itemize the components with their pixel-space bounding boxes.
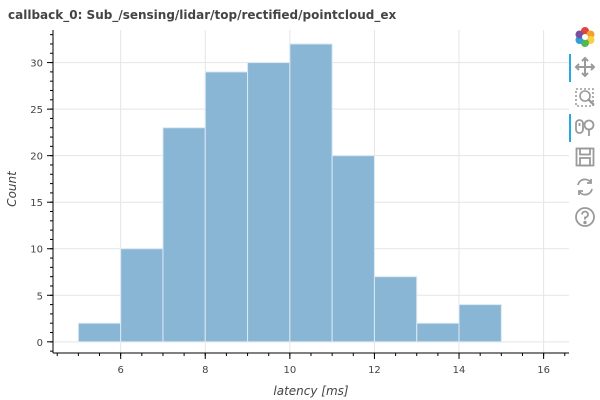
histogram-bar <box>247 62 291 343</box>
histogram-bar <box>77 322 122 343</box>
histogram-bar <box>416 322 460 343</box>
y-tick-label: 20 <box>30 152 43 163</box>
y-tick-label: 0 <box>37 338 43 349</box>
histogram-bar <box>162 127 206 343</box>
chart-title: callback_0: Sub_/sensing/lidar/top/recti… <box>8 8 397 22</box>
y-axis-label: Count <box>5 170 19 207</box>
x-tick-label: 16 <box>537 365 550 376</box>
x-tick-label: 10 <box>283 365 296 376</box>
x-axis-label: latency [ms] <box>273 384 349 398</box>
y-tick-label: 15 <box>30 198 43 209</box>
histogram-bar <box>458 304 502 343</box>
y-tick-label: 10 <box>30 245 43 256</box>
x-tick-label: 14 <box>453 365 466 376</box>
histogram-bar <box>373 276 418 343</box>
reset-icon[interactable] <box>574 176 596 198</box>
bokeh-logo-icon[interactable] <box>574 26 596 48</box>
box-zoom-icon[interactable] <box>574 86 596 108</box>
bars-layer <box>77 43 502 343</box>
y-tick-label: 5 <box>37 291 43 302</box>
histogram-bar <box>204 71 249 343</box>
histogram-bar <box>120 248 164 343</box>
x-tick-label: 12 <box>368 365 381 376</box>
help-icon[interactable] <box>574 206 596 228</box>
histogram-bar <box>289 43 333 343</box>
pan-icon[interactable] <box>569 54 596 82</box>
y-tick-label: 25 <box>30 105 43 116</box>
y-tick-label: 30 <box>30 59 43 70</box>
x-tick-label: 8 <box>202 365 208 376</box>
save-icon[interactable] <box>574 146 596 168</box>
histogram-bar <box>331 155 375 343</box>
x-tick-label: 6 <box>117 365 123 376</box>
wheel-zoom-icon[interactable] <box>569 114 596 142</box>
axes-layer: 0 5 10 15 20 25 30 6 8 10 12 14 16 <box>30 30 569 376</box>
